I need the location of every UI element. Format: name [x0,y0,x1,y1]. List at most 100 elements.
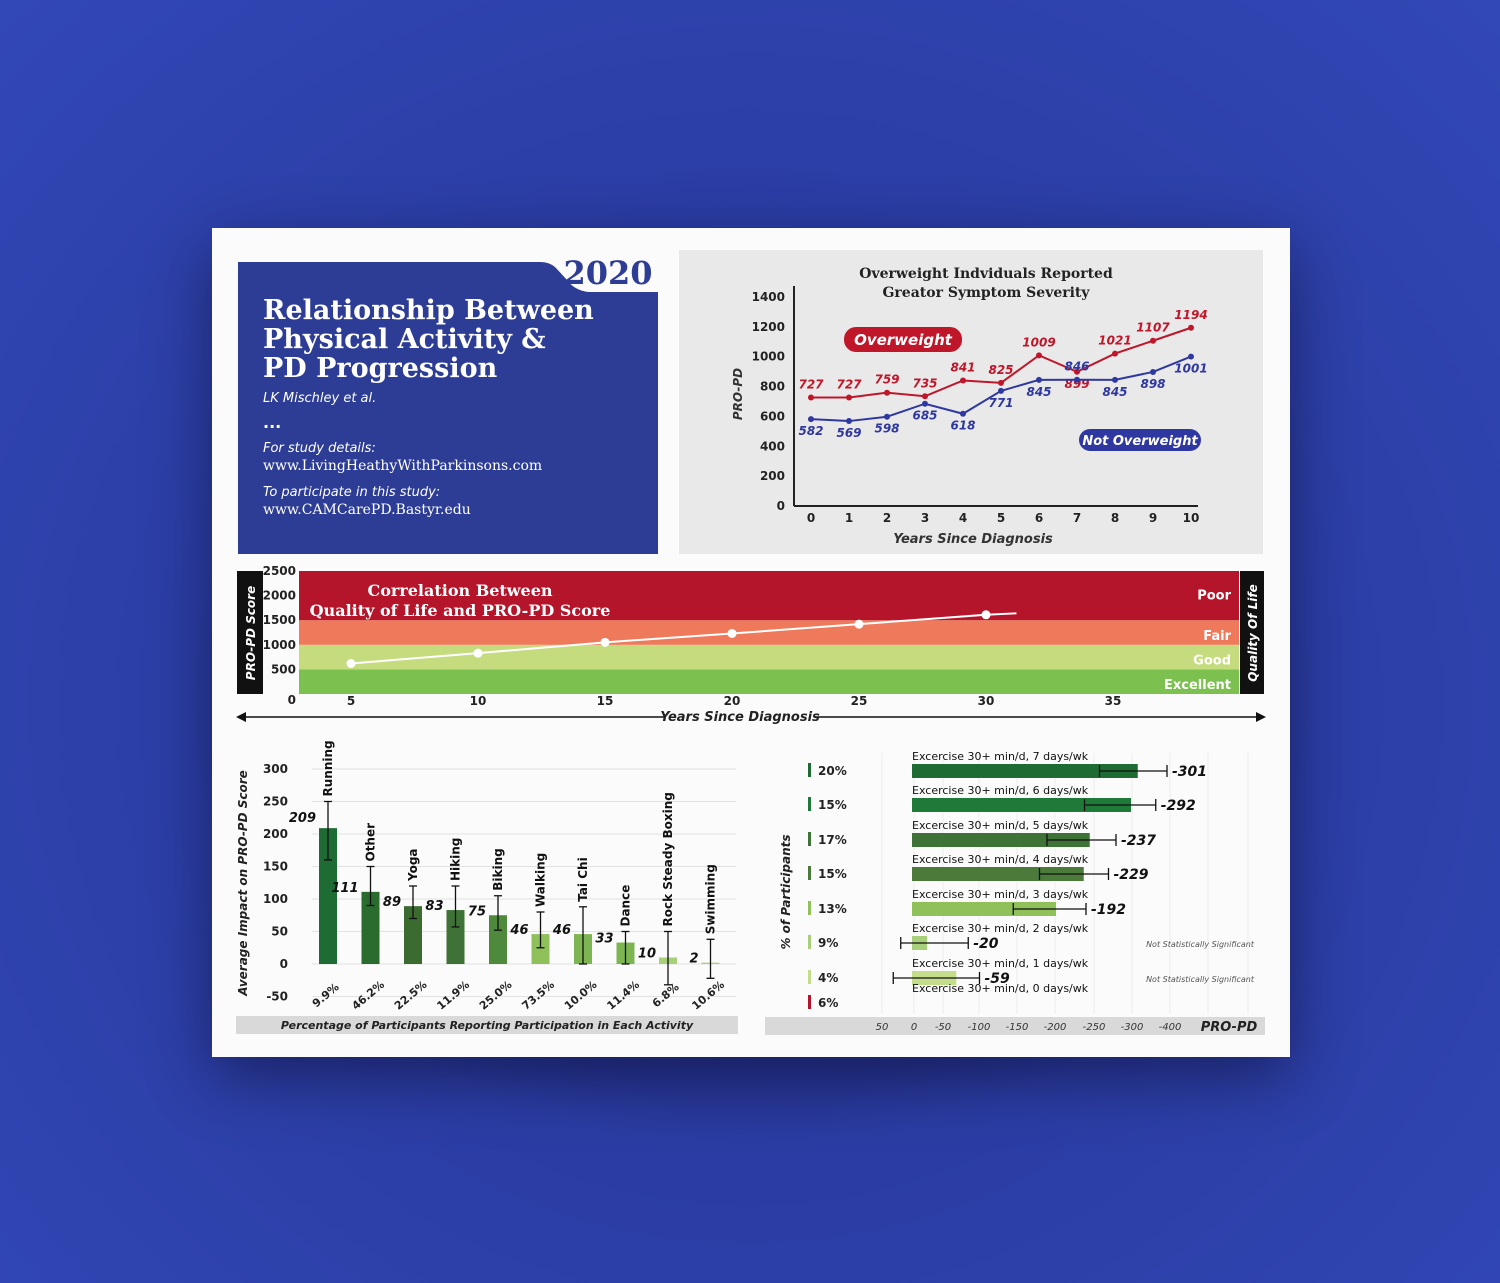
band-label-fair: Fair [1203,629,1231,644]
activity-ytick: 250 [263,795,288,809]
exercise-participants-marker [808,995,811,1009]
exercise-xtick: -150 [1006,1022,1029,1033]
activity-value-label: 46 [509,923,528,938]
exercise-category-label: Excercise 30+ min/d, 7 days/wk [912,750,1089,763]
activity-category-label: Biking [491,848,505,891]
details-link[interactable]: www.LivingHeathyWithParkinsons.com [263,458,542,474]
activity-bar [531,934,550,964]
band-chart-ytick: 500 [271,662,296,676]
exercise-xtick: -50 [935,1022,951,1033]
activity-value-label: 10 [638,947,656,962]
line-chart-ytick: 400 [760,439,785,453]
series-point [1112,350,1118,357]
activity-chart-xlabel: Percentage of Participants Reporting Par… [281,1019,694,1032]
line-chart-ytick: 600 [760,409,785,423]
activity-ytick: 50 [271,925,288,939]
series-data-label: 598 [874,422,899,436]
exercise-category-label: Excercise 30+ min/d, 3 days/wk [912,888,1089,901]
activity-ytick: -50 [266,990,288,1004]
activity-chart: -50 0 50 100 150 200 250 300 Average Impact on … [236,740,738,1034]
series-data-label: 618 [950,419,975,433]
participate-link[interactable]: www.CAMCarePD.Bastyr.edu [263,502,471,518]
series-point [998,379,1004,386]
line-chart-title-2: Greator Symptom Severity [882,285,1090,301]
band-ylabel-box [237,571,263,694]
line-chart-xtick: 4 [959,511,967,525]
series-point [808,394,814,401]
activity-bar [404,906,422,964]
activity-value-label: 33 [595,932,613,947]
series-data-label: 727 [836,377,862,391]
activity-value-label: 46 [552,923,571,938]
title-line-3: PD Progression [263,353,498,384]
band-chart-xtick: 20 [724,694,741,708]
series-point [846,394,852,401]
line-chart-xtick: 5 [997,511,1005,525]
activity-bar [489,915,507,964]
band-chart-xtick: 5 [347,694,355,708]
series-data-label: 845 [1026,385,1051,399]
band-poor [299,571,1239,621]
series-point [846,418,852,425]
exercise-participants-label: 20% [818,764,847,778]
series-data-label: 759 [874,373,899,387]
activity-value-label: 75 [468,904,486,919]
exercise-value-label: -59 [985,971,1011,987]
line-chart-xtick: 2 [883,511,891,525]
legend-not-overweight-label: Not Overweight [1082,434,1198,449]
activity-value-label: 2 [689,952,698,967]
series-point [998,387,1004,394]
exercise-participants-marker [808,901,811,915]
line-chart-ytick: 800 [760,380,785,394]
activity-category-label: Rock Steady Boxing [661,792,675,926]
band-chart-xtick: 10 [470,694,487,708]
exercise-participants-label: 6% [818,996,838,1010]
band-trend-point [346,658,356,668]
series-point [808,416,814,423]
series-point [922,393,928,400]
band-trend-point [473,648,483,658]
series-point [884,389,890,396]
exercise-category-label: Excercise 30+ min/d, 2 days/wk [912,922,1089,935]
line-chart-panel [679,250,1263,554]
series-data-label: 735 [912,376,937,390]
series-data-label: 841 [950,360,975,374]
exercise-participants-marker [808,935,811,949]
details-label: For study details: [263,441,376,456]
series-point [1112,376,1118,383]
exercise-xtick: -200 [1044,1022,1067,1033]
activity-ytick: 0 [280,957,288,971]
series-data-label: 1194 [1174,308,1207,322]
band-trend-point [600,637,610,647]
exercise-xtick: 0 [911,1022,917,1033]
activity-chart-ylabel: Average Impact on PRO-PD Score [236,770,250,997]
band-label-excellent: Excellent [1164,678,1231,693]
exercise-bar [912,833,1090,847]
title-line-2: Physical Activity & [263,324,546,355]
ellipsis: ... [263,413,281,432]
line-chart-ytick: 1000 [752,350,785,364]
band-chart-ytick: 0 [288,693,296,707]
activity-ytick: 150 [263,860,288,874]
series-data-label: 569 [836,426,861,440]
line-chart-xtick: 3 [921,511,929,525]
band-trend-point [981,610,991,620]
band-label-poor: Poor [1197,589,1231,604]
band-good [299,644,1239,670]
line-chart-ylabel: PRO-PD [731,368,745,420]
band-chart: PRO-PD Score Quality Of Life Excellent Go… [236,564,1266,725]
series-data-label: 898 [1140,377,1165,391]
exercise-participants-marker [808,797,811,811]
activity-category-label: Hiking [449,838,463,881]
activity-ytick: 200 [263,827,288,841]
series-data-label: 1009 [1022,335,1055,349]
activity-category-label: Other [364,823,378,862]
exercise-bar [912,902,1056,916]
exercise-category-label: Excercise 30+ min/d, 6 days/wk [912,784,1089,797]
series-point [1188,353,1194,360]
exercise-participants-marker [808,970,811,984]
exercise-value-label: -20 [973,936,999,952]
exercise-participants-label: 13% [818,902,847,916]
participate-label: To participate in this study: [263,485,440,500]
exercise-bar [912,867,1084,881]
